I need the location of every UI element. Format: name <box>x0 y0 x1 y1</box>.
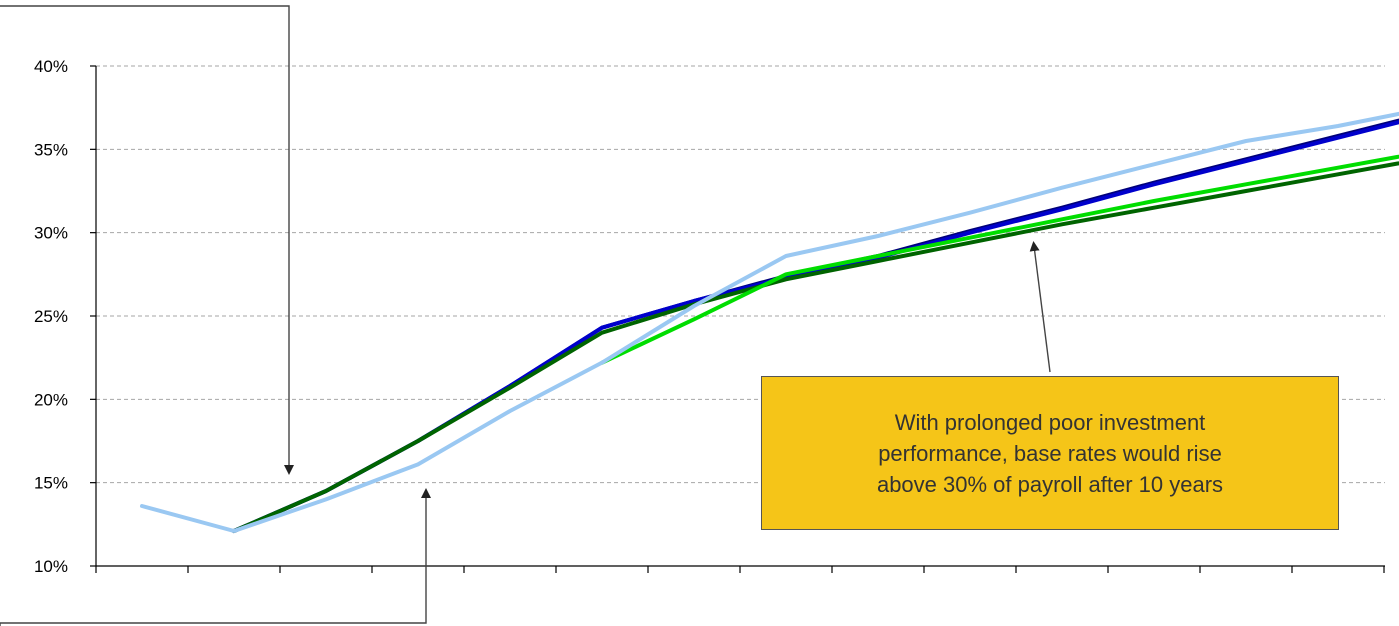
y-tick-label: 15% <box>34 474 68 493</box>
series-line-4 <box>600 154 1399 365</box>
y-axis-tick-labels: 10% 15% 20% 25% 30% 35% 40% <box>34 57 68 576</box>
y-tick-label: 20% <box>34 390 68 409</box>
arrow-top-left <box>0 5 294 475</box>
annotation-line-3: above 30% of payroll after 10 years <box>876 471 1224 497</box>
series-line-5 <box>140 111 1399 533</box>
axes <box>90 65 1385 573</box>
series-lines <box>140 111 1399 533</box>
y-tick-label: 35% <box>34 140 68 159</box>
y-tick-label: 30% <box>34 224 68 243</box>
y-tick-label: 40% <box>34 57 68 76</box>
y-tick-label: 10% <box>34 557 68 576</box>
series-line-3 <box>232 161 1399 533</box>
arrow-callout <box>1029 241 1051 373</box>
annotation-arrows <box>0 5 1051 626</box>
arrow-bottom <box>0 488 431 626</box>
y-tick-label: 25% <box>34 307 68 326</box>
annotation-line-2: performance, base rates would rise <box>878 440 1222 466</box>
annotation-callout: With prolonged poor investment performan… <box>761 376 1339 530</box>
annotation-line-1: With prolonged poor investment <box>894 409 1206 435</box>
